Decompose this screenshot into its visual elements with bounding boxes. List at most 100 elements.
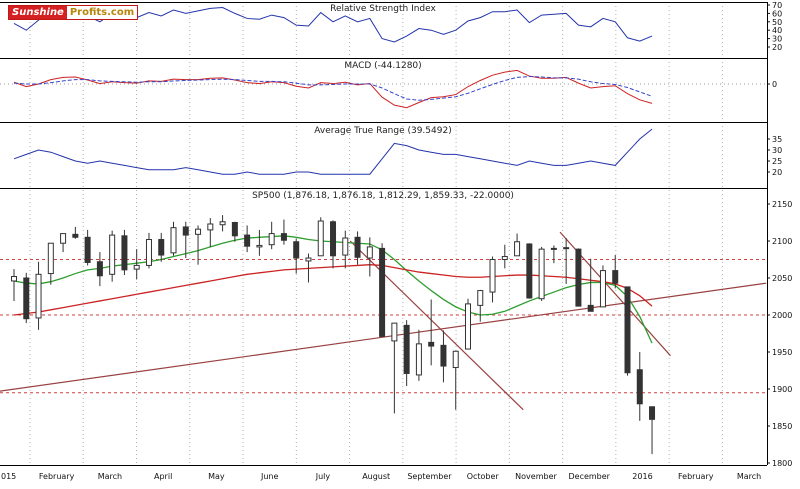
candle-body	[415, 343, 422, 376]
candle-body	[219, 221, 226, 226]
candle-body	[354, 236, 361, 258]
candle-body	[207, 223, 214, 231]
candle-body	[452, 350, 459, 369]
candle-body	[501, 256, 508, 261]
month-label: April	[154, 472, 172, 481]
trendline-rising-support	[0, 282, 767, 392]
month-label: March	[737, 472, 761, 481]
grid-layer	[0, 2, 767, 465]
rsi-tick-label: 50	[772, 18, 782, 27]
candle-body	[133, 264, 140, 270]
atr-panel-title: Average True Range (39.5492)	[314, 126, 451, 136]
month-label: March	[98, 472, 122, 481]
atr-atr-line	[13, 128, 653, 175]
price-tick-label: 1850	[772, 422, 792, 431]
candle-body	[649, 406, 656, 420]
rsi-tick-label: 60	[772, 9, 782, 18]
candle-body	[514, 241, 521, 257]
candle-body	[47, 242, 54, 275]
logo-profits-text: Profits.com	[66, 6, 138, 19]
candle-body	[84, 236, 91, 263]
candle-body	[109, 234, 116, 275]
month-label: November	[515, 472, 557, 481]
month-label: August	[362, 472, 390, 481]
month-label: October	[467, 472, 500, 481]
candle-body	[121, 235, 128, 271]
series-layer	[0, 7, 767, 455]
candle-body	[268, 233, 275, 246]
candle-body	[477, 290, 484, 306]
month-label: May	[208, 472, 225, 481]
candle-body	[440, 344, 447, 367]
candle-body	[612, 270, 619, 284]
candle-body	[599, 270, 606, 308]
month-label: December	[568, 472, 610, 481]
candle-body	[256, 244, 263, 248]
candle-body	[636, 369, 643, 405]
month-label: February	[39, 472, 75, 481]
rsi-panel-title: Relative Strength Index	[330, 4, 436, 14]
candle-body	[182, 226, 189, 236]
candle-body	[587, 304, 594, 312]
candle-body	[428, 341, 435, 347]
atr-tick-label: 35	[772, 135, 782, 144]
candle-body	[244, 234, 251, 247]
candle-body	[538, 248, 545, 300]
rsi-tick-label: 30	[772, 35, 782, 44]
atr-tick-label: 25	[772, 157, 782, 166]
price-panel-title: SP500 (1,876.18, 1,876.18, 1,812.29, 1,8…	[252, 191, 514, 201]
sunshineprofits-logo: Sunshine Profits.com	[8, 5, 139, 20]
candle-body	[23, 277, 30, 320]
price-tick-label: 1800	[772, 459, 792, 468]
candle-body	[342, 237, 349, 256]
price-tick-label: 2100	[772, 237, 792, 246]
month-label: September	[407, 472, 452, 481]
macd-signal-line	[13, 76, 653, 101]
candle-body	[293, 241, 300, 259]
atr-tick-label: 20	[772, 168, 782, 177]
candle-body	[550, 247, 557, 250]
trendline-falling-resistance	[349, 240, 524, 411]
axis-layer: 7060504030200353025202150210020502000195…	[0, 1, 792, 481]
candle-body	[170, 227, 177, 254]
macd-panel-title: MACD (-44.1280)	[344, 61, 421, 71]
candle-body	[330, 221, 337, 257]
candle-body	[526, 243, 533, 299]
macd-tick-label: 0	[772, 80, 777, 89]
price-tick-label: 2000	[772, 311, 792, 320]
rsi-tick-label: 40	[772, 26, 782, 35]
candle-body	[379, 247, 386, 337]
candle-body	[280, 233, 287, 241]
month-label: July	[315, 472, 331, 481]
candle-body	[305, 257, 312, 262]
candle-body	[195, 228, 202, 235]
rsi-tick-label: 70	[772, 1, 782, 10]
candle-body	[489, 259, 496, 293]
candle-body	[563, 247, 570, 250]
candle-body	[624, 286, 631, 374]
candle-body	[575, 248, 582, 307]
candle-body	[35, 273, 42, 319]
month-label: February	[678, 472, 714, 481]
price-tick-label: 2150	[772, 200, 792, 209]
candle-body	[464, 303, 471, 350]
candle-body	[317, 220, 324, 257]
candle-body	[231, 222, 238, 237]
price-tick-label: 1950	[772, 348, 792, 357]
macd-macd-line	[13, 69, 653, 109]
price-tick-label: 1900	[772, 385, 792, 394]
candle-body	[366, 246, 373, 259]
price-tick-label: 2050	[772, 274, 792, 283]
candle-body	[403, 324, 410, 374]
candle-body	[391, 322, 398, 342]
candle-body	[72, 233, 79, 238]
logo-sunshine-text: Sunshine	[9, 6, 67, 19]
candle-body	[158, 239, 165, 256]
month-label: 015	[1, 472, 16, 481]
candle-body	[145, 239, 152, 266]
candle-body	[60, 233, 67, 244]
month-label: June	[260, 472, 279, 481]
candle-body	[96, 261, 103, 277]
